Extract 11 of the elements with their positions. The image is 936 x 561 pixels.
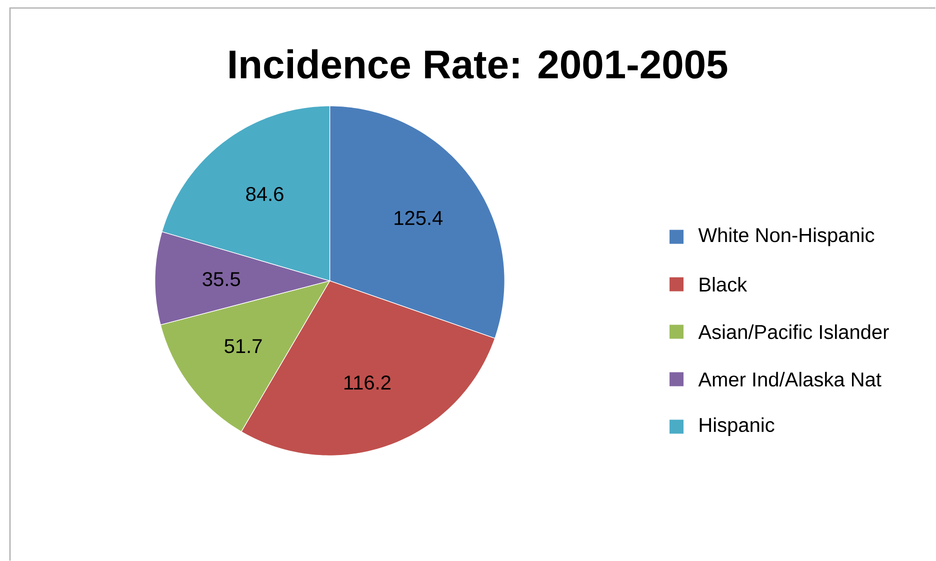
data-label: 84.6 [246, 186, 284, 201]
data-label: 125.4 [394, 210, 443, 225]
data-label: 35.5 [202, 272, 240, 286]
legend-label: Asian/Pacific Islander [698, 324, 889, 339]
legend-label: Black [700, 276, 748, 292]
chart-title: Incidence Rate: 2001-2005 [230, 49, 728, 79]
data-label: 51.7 [224, 339, 262, 354]
legend-label: Amer Ind/Alaska Nat [698, 372, 882, 386]
legend-label: Hispanic [700, 417, 774, 436]
legend-label: White Non-Hispanic [698, 227, 874, 246]
data-label: 116.2 [344, 375, 390, 390]
